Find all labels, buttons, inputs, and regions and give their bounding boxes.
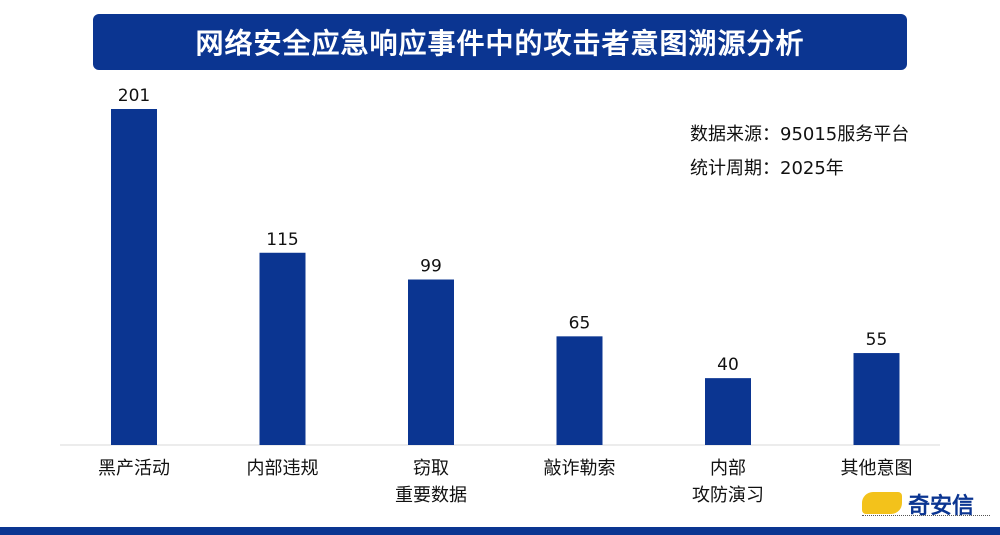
period-line: 统计周期：2025年 — [690, 158, 844, 179]
bar — [259, 252, 306, 445]
source-note: 数据来源：95015服务平台 统计周期：2025年 — [690, 118, 909, 186]
category-label: 窃取重要数据 — [395, 458, 467, 506]
data-label: 40 — [717, 355, 739, 375]
data-label: 65 — [569, 313, 591, 333]
logo-tagline-icon — [862, 515, 990, 519]
data-label: 201 — [118, 86, 150, 106]
bar — [705, 378, 751, 445]
data-label: 115 — [266, 230, 298, 250]
bar — [408, 279, 454, 445]
title-banner: 网络安全应急响应事件中的攻击者意图溯源分析 — [93, 14, 907, 70]
category-label: 黑产活动 — [98, 458, 170, 479]
data-label: 99 — [420, 257, 442, 277]
category-label: 内部违规 — [247, 458, 319, 479]
bottom-strip — [0, 527, 1000, 535]
data-label: 55 — [866, 330, 888, 350]
category-label: 敲诈勒索 — [544, 458, 616, 479]
bar — [556, 336, 603, 445]
bar — [111, 109, 157, 445]
bar — [853, 353, 900, 445]
qianxin-logo-icon: 奇安信 — [860, 488, 995, 524]
category-label: 其他意图 — [841, 458, 913, 479]
brand-name: 奇安信 — [908, 494, 975, 519]
chart-title: 网络安全应急响应事件中的攻击者意图溯源分析 — [195, 27, 805, 60]
source-line: 数据来源：95015服务平台 — [690, 124, 910, 145]
logo-mark-icon — [862, 492, 902, 514]
category-label: 内部攻防演习 — [692, 458, 764, 506]
